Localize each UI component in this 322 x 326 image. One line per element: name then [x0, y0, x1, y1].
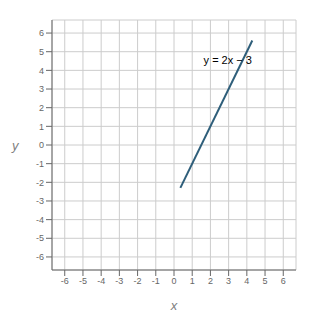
- svg-text:2: 2: [39, 103, 44, 113]
- svg-text:-1: -1: [152, 276, 160, 286]
- svg-text:3: 3: [39, 84, 44, 94]
- svg-text:-4: -4: [36, 215, 44, 225]
- svg-text:3: 3: [226, 276, 231, 286]
- svg-text:5: 5: [39, 47, 44, 57]
- svg-text:-2: -2: [36, 178, 44, 188]
- svg-text:4: 4: [244, 276, 249, 286]
- svg-text:6: 6: [281, 276, 286, 286]
- svg-text:y = 2x − 3: y = 2x − 3: [204, 54, 252, 66]
- svg-text:-4: -4: [97, 276, 105, 286]
- svg-text:5: 5: [263, 276, 268, 286]
- svg-text:6: 6: [39, 28, 44, 38]
- svg-text:y: y: [11, 138, 20, 153]
- svg-text:x: x: [170, 298, 178, 313]
- svg-text:-5: -5: [79, 276, 87, 286]
- svg-text:-6: -6: [61, 276, 69, 286]
- svg-text:0: 0: [39, 140, 44, 150]
- svg-text:0: 0: [171, 276, 176, 286]
- svg-text:4: 4: [39, 66, 44, 76]
- svg-text:-3: -3: [36, 196, 44, 206]
- svg-text:1: 1: [190, 276, 195, 286]
- svg-text:-3: -3: [115, 276, 123, 286]
- svg-text:-5: -5: [36, 233, 44, 243]
- svg-text:-6: -6: [36, 252, 44, 262]
- svg-text:-1: -1: [36, 159, 44, 169]
- svg-text:-2: -2: [134, 276, 142, 286]
- svg-text:2: 2: [208, 276, 213, 286]
- svg-text:1: 1: [39, 122, 44, 132]
